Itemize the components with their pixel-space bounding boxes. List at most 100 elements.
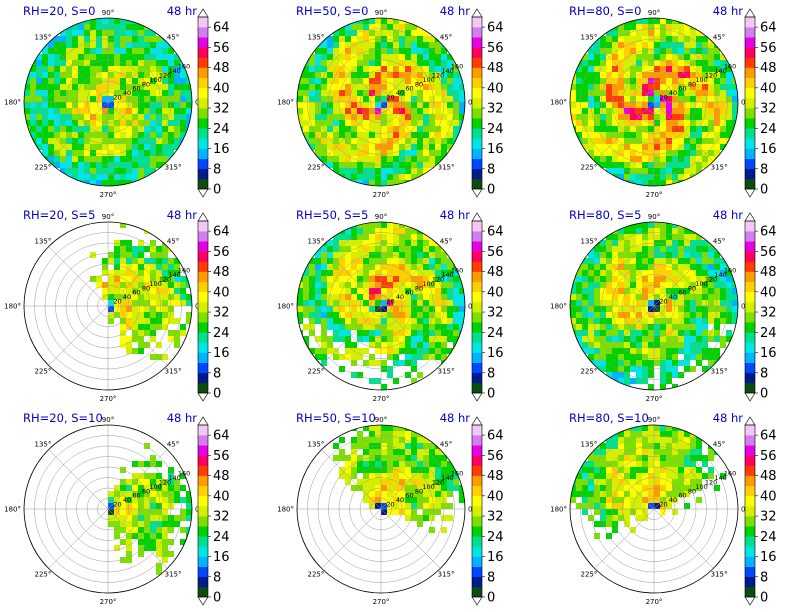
- angle-tick-label: 90°: [648, 213, 660, 221]
- colorbar-segment: [745, 251, 755, 262]
- angle-tick-label: 45°: [167, 33, 179, 41]
- colorbar-segment: [472, 221, 482, 232]
- panel-time-label: 48 hr: [440, 411, 471, 425]
- polar-outline: [296, 221, 466, 391]
- angle-tick-label: 90°: [102, 9, 114, 17]
- radial-tick-label: 120: [159, 275, 171, 283]
- colorbar-segment: [745, 97, 755, 109]
- colorbar-tick-label: 0: [760, 387, 768, 402]
- radial-tick-label: 60: [132, 492, 140, 500]
- radial-tick-label: 60: [405, 492, 413, 500]
- angle-tick-label: 225°: [35, 571, 52, 579]
- colorbar-tick-label: 0: [213, 387, 221, 402]
- colorbar-tick-label: 48: [487, 61, 504, 76]
- colorbar-segment: [472, 312, 482, 323]
- colorbar-tick-label: 24: [760, 326, 777, 341]
- colorbar: 0 8 16 24 32 40 48 56 64: [744, 416, 777, 606]
- radial-tick-label: 20: [386, 298, 394, 306]
- colorbar: 0 8 16 24 32 40 48 56 64: [197, 416, 230, 606]
- colorbar-tick-label: 32: [213, 510, 230, 525]
- colorbar-extend-max: [471, 8, 483, 18]
- colorbar-tick-label: 56: [213, 41, 230, 56]
- radial-tick-label: 140: [441, 271, 453, 279]
- radial-tick-label: 20: [659, 501, 667, 509]
- colorbar-segment: [745, 17, 755, 28]
- polar-panel: 204060801001201401600°45°90°135°180°225°…: [4, 208, 229, 403]
- polar-grid: [569, 424, 739, 594]
- angle-tick-label: 225°: [35, 164, 52, 172]
- radial-tick-label: 100: [695, 280, 707, 288]
- colorbar-segment: [472, 281, 482, 293]
- angle-tick-label: 315°: [438, 164, 455, 172]
- colorbar-segment: [472, 322, 482, 333]
- colorbar-tick-label: 8: [760, 570, 768, 585]
- colorbar-tick-label: 32: [487, 510, 504, 525]
- radial-tick-label: 80: [142, 80, 150, 88]
- colorbar-segment: [472, 251, 482, 262]
- radial-tick-label: 120: [432, 478, 444, 486]
- colorbar-tick-label: 16: [213, 550, 230, 565]
- colorbar-tick-label: 48: [760, 265, 777, 280]
- angle-tick-label: 270°: [373, 191, 390, 199]
- colorbar: 0 8 16 24 32 40 48 56 64: [471, 8, 504, 198]
- colorbar-tick-label: 48: [213, 469, 230, 484]
- colorbar-segment: [198, 301, 208, 313]
- colorbar-extend-min: [744, 188, 756, 198]
- panel-time-label: 48 hr: [440, 208, 471, 222]
- radial-tick-label: 120: [432, 71, 444, 79]
- colorbar-tick-label: 16: [760, 142, 777, 157]
- radial-tick-label: 140: [168, 474, 180, 482]
- colorbar-tick-label: 24: [487, 122, 504, 137]
- colorbar-segment: [198, 382, 208, 394]
- colorbar-segment: [472, 261, 482, 272]
- angle-tick-label: 135°: [35, 237, 52, 245]
- colorbar-segment: [472, 342, 482, 353]
- colorbar-tick-label: 32: [487, 102, 504, 117]
- colorbar-segment: [472, 158, 482, 170]
- colorbar-tick-label: 16: [760, 346, 777, 361]
- colorbar-segment: [745, 526, 755, 537]
- colorbar-segment: [198, 495, 208, 507]
- colorbar-extend-min: [744, 596, 756, 606]
- colorbar-segment: [472, 128, 482, 139]
- angle-tick-label: 270°: [373, 598, 390, 606]
- radial-tick-label: 60: [678, 85, 686, 93]
- colorbar-tick-label: 32: [760, 102, 777, 117]
- colorbar-segment: [198, 47, 208, 58]
- radial-tick-label: 140: [714, 67, 726, 75]
- colorbar-segment: [472, 536, 482, 547]
- colorbar-tick-label: 16: [487, 550, 504, 565]
- radial-tick-label: 100: [422, 483, 434, 491]
- angle-tick-label: 45°: [440, 237, 452, 245]
- radial-tick-label: 60: [678, 289, 686, 297]
- colorbar-segment: [745, 241, 755, 252]
- colorbar-segment: [472, 97, 482, 109]
- colorbar-tick-label: 8: [213, 366, 221, 381]
- colorbar-segment: [198, 261, 208, 272]
- polar-panel: 204060801001201401600°45°90°135°180°225°…: [4, 4, 229, 199]
- radial-tick-label: 80: [142, 487, 150, 495]
- colorbar-tick-label: 48: [487, 469, 504, 484]
- angle-tick-label: 45°: [440, 33, 452, 41]
- colorbar-segment: [472, 178, 482, 190]
- colorbar-segment: [198, 178, 208, 190]
- colorbar-tick-label: 64: [487, 225, 504, 240]
- angle-tick-label: 180°: [4, 303, 21, 311]
- colorbar-segment: [198, 97, 208, 109]
- colorbar-segment: [198, 231, 208, 242]
- angle-tick-label: 180°: [4, 99, 21, 107]
- colorbar-segment: [472, 516, 482, 527]
- polar-outline: [296, 424, 466, 594]
- colorbar-tick-label: 40: [487, 81, 504, 96]
- colorbar-segment: [472, 67, 482, 79]
- colorbar-segment: [198, 465, 208, 476]
- angle-tick-label: 315°: [165, 571, 182, 579]
- colorbar-tick-label: 16: [487, 346, 504, 361]
- polar-outline: [23, 424, 193, 594]
- angle-tick-label: 135°: [35, 440, 52, 448]
- angle-tick-label: 45°: [713, 440, 725, 448]
- colorbar-segment: [745, 465, 755, 476]
- colorbar-segment: [472, 118, 482, 129]
- colorbar-segment: [472, 382, 482, 394]
- colorbar-segment: [745, 342, 755, 353]
